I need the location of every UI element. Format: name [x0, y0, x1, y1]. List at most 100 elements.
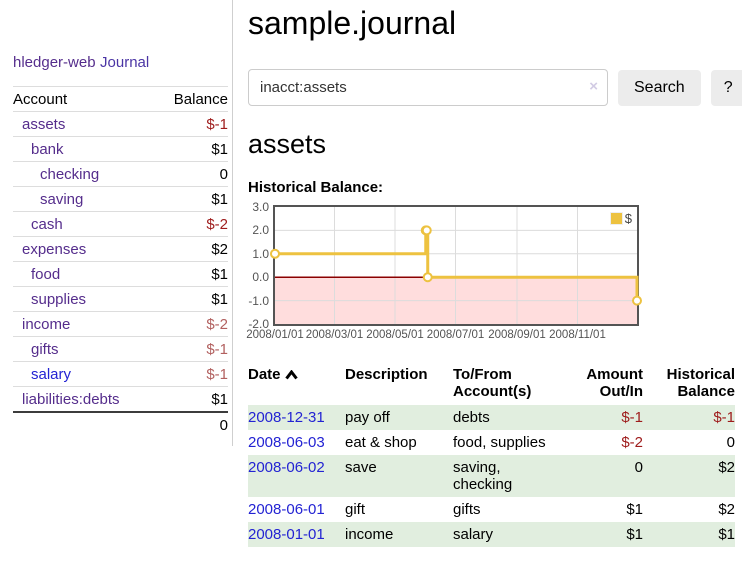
account-balance: $1 [211, 140, 228, 158]
search-button[interactable]: Search [618, 69, 701, 106]
sidebar-item-journal[interactable]: Journal [100, 54, 150, 71]
transaction-balance: $2 [718, 459, 735, 476]
header-historical-balance: Historical Balance [666, 366, 735, 400]
x-tick-label: 2008/01/01 [246, 329, 304, 341]
x-tick-label: 2008/05/01 [366, 329, 424, 341]
accounts-header-row: Account Balance [13, 86, 228, 112]
y-tick-label: -1.0 [248, 293, 269, 308]
account-link-cash[interactable]: cash [31, 215, 63, 233]
account-row: food $1 [13, 261, 228, 287]
header-description: Description [345, 366, 428, 383]
y-tick-label: 2.0 [252, 223, 269, 238]
account-row: salary $-1 [13, 361, 228, 387]
transaction-date-link[interactable]: 2008-06-01 [248, 501, 325, 518]
transaction-amount: $-1 [621, 409, 643, 426]
account-link-saving[interactable]: saving [40, 190, 84, 208]
account-row: bank $1 [13, 136, 228, 162]
transaction-balance: 0 [726, 434, 735, 451]
account-link-food[interactable]: food [31, 265, 61, 283]
account-row: saving $1 [13, 186, 228, 212]
transaction-row: 2008-06-03 eat & shop food, supplies $-2… [248, 430, 735, 455]
chart-y-axis: 3.0 2.0 1.0 0.0 -1.0 -2.0 [241, 200, 269, 331]
account-link-bank[interactable]: bank [31, 140, 64, 158]
transaction-balance: $2 [718, 501, 735, 518]
account-balance: $1 [211, 265, 228, 283]
header-date-label: Date [248, 366, 281, 383]
transaction-accounts: salary [453, 526, 494, 543]
clear-search-icon[interactable]: × [589, 78, 598, 95]
transaction-amount: $1 [626, 526, 643, 543]
account-link-gifts[interactable]: gifts [31, 340, 59, 358]
transaction-row: 2008-06-01 gift gifts $1 $2 [248, 497, 735, 522]
account-link-liabilities-debts[interactable]: liabilities:debts [22, 390, 120, 408]
account-link-supplies[interactable]: supplies [31, 290, 87, 308]
account-row: cash $-2 [13, 211, 228, 237]
transaction-row: 2008-06-02 save saving, checking 0 $2 [248, 455, 735, 497]
transaction-amount: $-2 [621, 434, 643, 451]
transaction-description: eat & shop [345, 434, 417, 451]
header-date[interactable]: Date [248, 364, 345, 405]
transaction-balance: $1 [718, 526, 735, 543]
transaction-date-link[interactable]: 2008-01-01 [248, 526, 325, 543]
balance-step-line [270, 207, 642, 324]
chart-x-axis: 2008/01/01 2008/03/01 2008/05/01 2008/07/01… [246, 329, 637, 343]
account-balance: $2 [211, 240, 228, 258]
transactions-table: Date Description To/From Account(s) Amou… [248, 364, 735, 547]
account-balance: $1 [211, 290, 228, 308]
x-tick-label: 2008/07/01 [426, 329, 485, 341]
y-tick-label: 1.0 [252, 246, 269, 261]
historical-balance-chart: 3.0 2.0 1.0 0.0 -1.0 -2.0 $ 2008/01/01 2008/03… [241, 200, 742, 343]
legend-swatch-icon [609, 212, 623, 225]
transaction-row: 2008-01-01 income salary $1 $1 [248, 522, 735, 547]
account-link-income[interactable]: income [22, 315, 71, 333]
chart-plot-area[interactable]: $ [270, 205, 642, 326]
app-title-link[interactable]: hledger-web [13, 54, 96, 71]
x-tick-label: 2008/03/01 [305, 329, 364, 341]
transaction-date-link[interactable]: 2008-06-03 [248, 434, 325, 451]
accounts-header-balance: Balance [173, 90, 228, 108]
accounts-total-row: 0 [13, 412, 228, 437]
transaction-accounts: debts [453, 409, 490, 426]
account-link-checking[interactable]: checking [40, 165, 100, 183]
transaction-description: gift [345, 501, 366, 518]
sidebar: hledger-web Journal Account Balance asse… [0, 0, 233, 446]
transaction-accounts: food, supplies [453, 434, 546, 451]
account-row: expenses $2 [13, 236, 228, 262]
account-balance: $-1 [206, 340, 228, 358]
page-title: sample.journal [248, 5, 457, 41]
transaction-description: pay off [345, 409, 390, 426]
x-tick-label: 2008/09/01 [488, 329, 546, 341]
transaction-accounts: gifts [453, 501, 481, 518]
account-row: liabilities:debts $1 [13, 386, 228, 413]
chart-title: Historical Balance: [248, 179, 384, 196]
account-balance: $-1 [206, 365, 228, 383]
accounts-table: Account Balance assets $-1 bank $1 checkin… [13, 86, 228, 437]
y-tick-label: -2.0 [248, 317, 269, 331]
transaction-date-link[interactable]: 2008-12-31 [248, 409, 325, 426]
account-row: supplies $1 [13, 286, 228, 312]
transaction-amount: 0 [634, 459, 643, 476]
accounts-total-value: 0 [219, 416, 228, 434]
transaction-amount: $1 [626, 501, 643, 518]
account-balance: $1 [211, 390, 228, 408]
accounts-header-account: Account [13, 90, 68, 108]
transaction-row: 2008-12-31 pay off debts $-1 $-1 [248, 405, 735, 430]
account-balance: $-2 [206, 215, 228, 233]
account-balance: $-1 [206, 115, 228, 133]
account-balance: $-2 [206, 315, 228, 333]
main-content: sample.journal × Search ? assets Histori… [246, 0, 742, 547]
transaction-balance: $-1 [713, 409, 735, 426]
account-row: checking 0 [13, 161, 228, 187]
transaction-date-link[interactable]: 2008-06-02 [248, 459, 325, 476]
y-tick-label: 3.0 [252, 200, 269, 214]
legend-label: $ [624, 211, 632, 226]
sort-ascending-icon [284, 369, 298, 380]
account-link-expenses[interactable]: expenses [22, 240, 87, 258]
x-tick-label: 2008/11/01 [549, 329, 606, 341]
search-input[interactable] [248, 69, 608, 106]
account-link-assets[interactable]: assets [22, 115, 66, 133]
y-tick-label: 0.0 [252, 270, 269, 285]
account-link-salary[interactable]: salary [31, 365, 72, 383]
help-button[interactable]: ? [710, 69, 742, 106]
header-tofrom-accounts: To/From Account(s) [453, 366, 532, 400]
